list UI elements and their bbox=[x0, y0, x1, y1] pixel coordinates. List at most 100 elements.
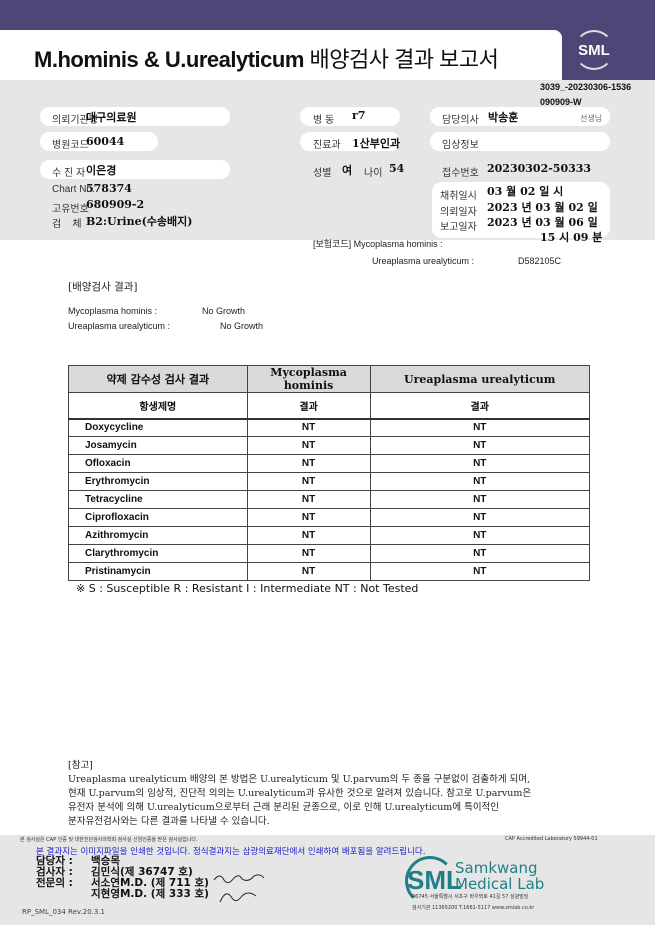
insurance-mh-label: [보험코드] Mycoplasma hominis : bbox=[313, 239, 443, 249]
hospital-code-value: 60044 bbox=[86, 135, 125, 148]
specimen-label: 검 체 bbox=[52, 219, 82, 230]
uu-result: NT bbox=[369, 490, 590, 509]
doctor-label: 담당의사 bbox=[442, 115, 479, 126]
hospital-code-label: 병원코드 bbox=[52, 140, 89, 151]
uu-result: NT bbox=[369, 418, 590, 437]
report-time: 15 시 09 분 bbox=[540, 231, 603, 244]
clinical-field bbox=[430, 132, 610, 151]
culture-title: [배양검사 결과] bbox=[68, 281, 138, 293]
lab-logo: SML bbox=[407, 865, 462, 895]
notes-line: 분자유전검사와는 다른 결과를 나타낼 수 있습니다. bbox=[68, 816, 270, 827]
lab-name: Samkwang bbox=[455, 859, 538, 877]
report-title: M.hominis & U.urealyticum 배양검사 결과 보고서 bbox=[34, 42, 499, 74]
title-korean: 배양검사 결과 보고서 bbox=[309, 47, 499, 72]
table-row: Pristinamycin NT NT bbox=[68, 562, 590, 581]
table-row: Doxycycline NT NT bbox=[68, 418, 590, 437]
collect-value: 03 월 02 일 시 bbox=[487, 185, 564, 198]
collect-label: 채취일시 bbox=[440, 191, 477, 202]
notes-line: 현재 U.parvum의 임상적, 진단적 의의는 U.urealyticum과… bbox=[68, 788, 532, 799]
ward-label: 병 동 bbox=[313, 115, 335, 126]
clinical-label: 임상정보 bbox=[442, 140, 479, 151]
antibiotic-name: Ofloxacin bbox=[68, 454, 248, 473]
result-legend: ※ S : Susceptible R : Resistant I : Inte… bbox=[76, 582, 419, 595]
patient-name-value: 이은경 bbox=[86, 164, 117, 177]
doctor-value: 박송훈 bbox=[488, 111, 519, 124]
uu-result: NT bbox=[369, 526, 590, 545]
table-row: Erythromycin NT NT bbox=[68, 472, 590, 491]
chart-value: 578374 bbox=[86, 182, 132, 195]
table-row: Ciprofloxacin NT NT bbox=[68, 508, 590, 527]
doctor-suffix: 선생님 bbox=[580, 114, 603, 123]
table-row: Tetracycline NT NT bbox=[68, 490, 590, 509]
header-test: 약제 감수성 검사 결과 bbox=[68, 365, 248, 393]
lab-logo-arc-icon bbox=[405, 856, 455, 906]
mh-result: NT bbox=[246, 472, 371, 491]
uu-result: NT bbox=[369, 508, 590, 527]
uu-result: NT bbox=[369, 436, 590, 455]
insurance-uu-label: Ureaplasma urealyticum : bbox=[372, 256, 475, 266]
table-row: Josamycin NT NT bbox=[68, 436, 590, 455]
susceptibility-table: 약제 감수성 검사 결과 Mycoplasma hominis Ureaplasma… bbox=[68, 365, 590, 581]
accreditation-notice: 본 검사실은 CAP 인증 및 대한진단검사의학회 검사실 신임인증을 받은 검… bbox=[20, 837, 198, 843]
receipt-value: 20230302-50333 bbox=[487, 162, 592, 175]
antibiotic-name: Azithromycin bbox=[68, 526, 248, 545]
mh-result: NT bbox=[246, 562, 371, 581]
mh-result: NT bbox=[246, 454, 371, 473]
title-latin: M.hominis & U.urealyticum bbox=[34, 47, 304, 72]
patient-name-label: 수 진 자 bbox=[52, 168, 86, 179]
sex-value: 여 bbox=[342, 164, 353, 177]
lab-address: 06745 서울특별시 서초구 바우뫼로 41길 57 삼광빌딩 bbox=[412, 894, 529, 900]
uu-result: NT bbox=[369, 562, 590, 581]
unique-label: 고유번호 bbox=[52, 204, 89, 215]
institution-field bbox=[40, 107, 230, 126]
antibiotic-name: Doxycycline bbox=[68, 418, 248, 437]
table-row: Clarythromycin NT NT bbox=[68, 544, 590, 563]
report-label: 보고일자 bbox=[440, 222, 477, 233]
request-value: 2023 년 03 월 02 일 bbox=[487, 201, 598, 214]
mh-result: NT bbox=[246, 526, 371, 545]
mh-result: NT bbox=[246, 436, 371, 455]
culture-uu-label: Ureaplasma urealyticum : bbox=[68, 321, 171, 331]
age-label: 나이 bbox=[364, 168, 383, 179]
dept-field bbox=[300, 132, 400, 151]
subheader-antibiotic: 항생제명 bbox=[68, 392, 248, 420]
notes-line: 유전자 분석에 의해 U.urealyticum으로부터 근래 분리된 균종으로… bbox=[68, 802, 500, 813]
dept-label: 진료과 bbox=[313, 140, 341, 151]
staff-name: 지현영M.D. (제 333 호) bbox=[91, 888, 209, 900]
request-label: 의뢰일자 bbox=[440, 207, 477, 218]
notes-title: [참고] bbox=[68, 760, 93, 771]
staff-role: 검사자 : bbox=[36, 866, 73, 878]
antibiotic-name: Erythromycin bbox=[68, 472, 248, 491]
staff-list: 담당자 : 백승목 검사자 : 김민식(제 36747 호) 전문의 : 서소연M.D… bbox=[36, 856, 209, 900]
notes-line: Ureaplasma urealyticum 배양의 본 방법은 U.ureal… bbox=[68, 774, 531, 785]
signature-image bbox=[213, 874, 265, 903]
culture-uu-result: No Growth bbox=[220, 321, 264, 331]
uu-result: NT bbox=[369, 454, 590, 473]
lab-contact: 검사기관 11365200 T.1661-5117 www.smlab.co.k… bbox=[412, 905, 535, 911]
dept-value: 1산부인과 bbox=[352, 137, 401, 150]
dates-field bbox=[432, 182, 610, 238]
sml-logo: SML bbox=[574, 30, 614, 70]
staff-name: 서소연M.D. (제 711 호) bbox=[91, 877, 209, 889]
logo-text: SML bbox=[578, 41, 610, 59]
culture-mh-label: Mycoplasma hominis : bbox=[68, 306, 158, 316]
report-value: 2023 년 03 월 06 일 bbox=[487, 216, 598, 229]
footer-panel bbox=[0, 835, 655, 925]
lab-name-2: Medical Lab bbox=[455, 875, 545, 893]
staff-role: 담당자 : bbox=[36, 855, 73, 867]
staff-name: 백승목 bbox=[91, 855, 120, 867]
header-uu: Ureaplasma urealyticum bbox=[369, 365, 590, 393]
uu-result: NT bbox=[369, 544, 590, 563]
antibiotic-name: Ciprofloxacin bbox=[68, 508, 248, 527]
age-value: 54 bbox=[389, 162, 405, 175]
culture-mh-result: No Growth bbox=[202, 306, 246, 316]
antibiotic-name: Josamycin bbox=[68, 436, 248, 455]
antibiotic-name: Clarythromycin bbox=[68, 544, 248, 563]
institution-value: 대구의료원 bbox=[86, 111, 137, 124]
staff-name: 김민식(제 36747 호) bbox=[91, 866, 193, 878]
subheader-mh-result: 결과 bbox=[246, 392, 371, 420]
form-code: RP_SML_034 Rev.20.3.1 bbox=[22, 908, 105, 916]
ward-field bbox=[300, 107, 400, 126]
table-row: Ofloxacin NT NT bbox=[68, 454, 590, 473]
cap-number: CAP Accredited Laboratory 59944-01 bbox=[505, 836, 598, 842]
